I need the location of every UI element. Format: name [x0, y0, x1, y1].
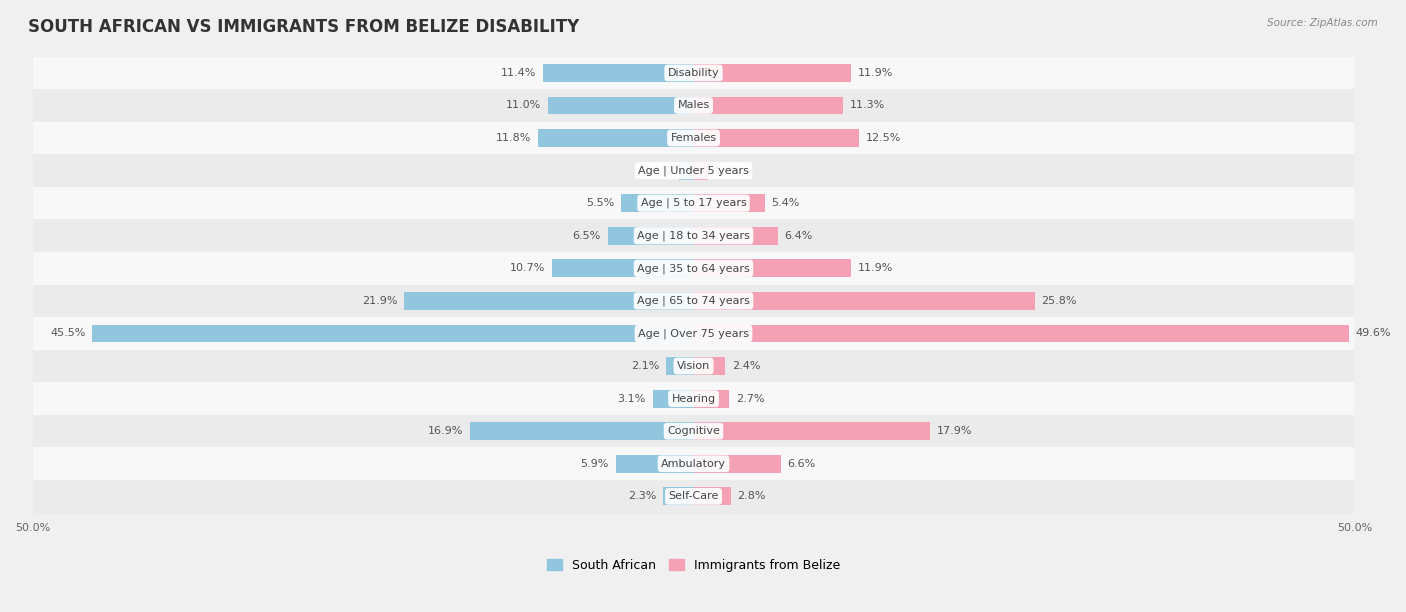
Text: Age | 65 to 74 years: Age | 65 to 74 years — [637, 296, 749, 306]
Text: Age | Under 5 years: Age | Under 5 years — [638, 165, 749, 176]
Text: Self-Care: Self-Care — [668, 491, 718, 501]
Text: Age | 35 to 64 years: Age | 35 to 64 years — [637, 263, 749, 274]
Bar — [537, 129, 693, 147]
Text: 6.4%: 6.4% — [785, 231, 813, 241]
Bar — [693, 292, 1035, 310]
Text: 2.4%: 2.4% — [733, 361, 761, 371]
Text: 11.9%: 11.9% — [858, 68, 893, 78]
Text: 3.1%: 3.1% — [617, 394, 645, 404]
Bar — [693, 390, 730, 408]
Text: 11.9%: 11.9% — [858, 263, 893, 274]
Text: 2.8%: 2.8% — [737, 491, 766, 501]
Text: 10.7%: 10.7% — [510, 263, 546, 274]
Text: Males: Males — [678, 100, 710, 110]
Bar — [693, 357, 725, 375]
Text: 21.9%: 21.9% — [361, 296, 398, 306]
Bar — [693, 129, 859, 147]
Text: 49.6%: 49.6% — [1355, 329, 1391, 338]
Text: Ambulatory: Ambulatory — [661, 459, 725, 469]
Bar — [32, 480, 1354, 513]
Text: 2.1%: 2.1% — [631, 361, 659, 371]
Bar — [621, 194, 693, 212]
Text: Cognitive: Cognitive — [666, 426, 720, 436]
Bar — [32, 89, 1354, 122]
Text: Age | Over 75 years: Age | Over 75 years — [638, 328, 749, 338]
Bar — [666, 357, 693, 375]
Bar — [693, 487, 731, 506]
Text: 11.3%: 11.3% — [849, 100, 884, 110]
Text: Vision: Vision — [676, 361, 710, 371]
Bar — [693, 162, 709, 179]
Bar — [693, 455, 780, 472]
Bar — [32, 415, 1354, 447]
Bar — [32, 220, 1354, 252]
Bar — [693, 64, 851, 82]
Bar — [693, 324, 1350, 343]
Text: 5.4%: 5.4% — [772, 198, 800, 208]
Bar — [693, 227, 778, 245]
Text: 2.7%: 2.7% — [735, 394, 765, 404]
Bar — [470, 422, 693, 440]
Text: 17.9%: 17.9% — [936, 426, 972, 436]
Text: 16.9%: 16.9% — [429, 426, 464, 436]
Bar — [548, 97, 693, 114]
Text: 12.5%: 12.5% — [865, 133, 901, 143]
Bar — [543, 64, 693, 82]
Text: 6.6%: 6.6% — [787, 459, 815, 469]
Text: Hearing: Hearing — [672, 394, 716, 404]
Text: 25.8%: 25.8% — [1042, 296, 1077, 306]
Bar — [616, 455, 693, 472]
Text: 6.5%: 6.5% — [572, 231, 600, 241]
Bar — [404, 292, 693, 310]
Bar — [607, 227, 693, 245]
Bar — [693, 194, 765, 212]
Bar — [32, 285, 1354, 317]
Text: Age | 5 to 17 years: Age | 5 to 17 years — [641, 198, 747, 209]
Text: 2.3%: 2.3% — [628, 491, 657, 501]
Bar — [679, 162, 693, 179]
Text: Females: Females — [671, 133, 717, 143]
Legend: South African, Immigrants from Belize: South African, Immigrants from Belize — [547, 559, 839, 572]
Text: 11.8%: 11.8% — [495, 133, 531, 143]
Text: Source: ZipAtlas.com: Source: ZipAtlas.com — [1267, 18, 1378, 28]
Text: 11.4%: 11.4% — [501, 68, 536, 78]
Bar — [32, 382, 1354, 415]
Text: 1.1%: 1.1% — [714, 166, 742, 176]
Bar — [32, 56, 1354, 89]
Bar — [32, 154, 1354, 187]
Text: 11.0%: 11.0% — [506, 100, 541, 110]
Bar — [693, 97, 842, 114]
Bar — [32, 122, 1354, 154]
Bar — [32, 350, 1354, 382]
Text: 5.5%: 5.5% — [586, 198, 614, 208]
Bar — [32, 252, 1354, 285]
Bar — [693, 422, 931, 440]
Bar — [32, 317, 1354, 350]
Bar — [93, 324, 693, 343]
Text: 1.1%: 1.1% — [644, 166, 672, 176]
Text: Disability: Disability — [668, 68, 720, 78]
Bar — [553, 259, 693, 277]
Text: 5.9%: 5.9% — [581, 459, 609, 469]
Text: Age | 18 to 34 years: Age | 18 to 34 years — [637, 231, 749, 241]
Bar — [652, 390, 693, 408]
Bar — [32, 187, 1354, 220]
Text: 45.5%: 45.5% — [51, 329, 86, 338]
Text: SOUTH AFRICAN VS IMMIGRANTS FROM BELIZE DISABILITY: SOUTH AFRICAN VS IMMIGRANTS FROM BELIZE … — [28, 18, 579, 36]
Bar — [693, 259, 851, 277]
Bar — [664, 487, 693, 506]
Bar — [32, 447, 1354, 480]
